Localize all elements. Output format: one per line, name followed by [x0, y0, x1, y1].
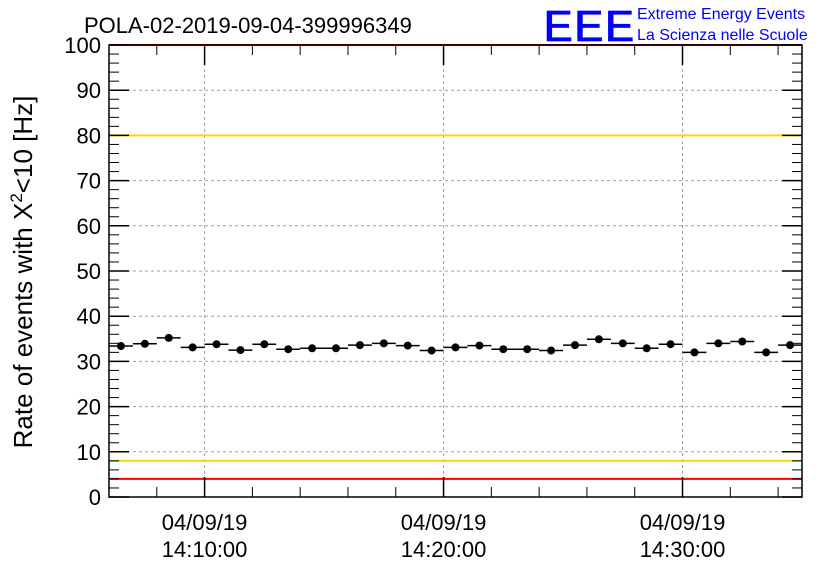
- x-tick-time: 14:10:00: [162, 537, 248, 562]
- plot-frame: [108, 44, 803, 498]
- data-point: [523, 345, 532, 354]
- data-point: [140, 339, 149, 348]
- data-point: [284, 345, 293, 354]
- y-tick-label: 40: [77, 304, 101, 329]
- data-point: [762, 348, 771, 357]
- data-point: [642, 344, 651, 353]
- data-point: [427, 346, 436, 355]
- x-tick-time: 14:20:00: [401, 537, 487, 562]
- y-tick-label: 50: [77, 259, 101, 284]
- y-tick-label: 30: [77, 349, 101, 374]
- y-axis-label-symbol: X: [8, 203, 38, 220]
- y-tick-label: 60: [77, 214, 101, 239]
- x-tick-date: 04/09/19: [162, 510, 248, 535]
- logo-line-2: La Scienza nelle Scuole: [637, 27, 808, 44]
- data-point: [355, 341, 364, 350]
- data-point: [403, 341, 412, 350]
- y-tick-label: 70: [77, 169, 101, 194]
- x-tick-date: 04/09/19: [401, 510, 487, 535]
- y-tick-label: 10: [77, 440, 101, 465]
- y-tick-label: 100: [64, 33, 101, 58]
- data-point: [594, 335, 603, 344]
- data-point: [666, 340, 675, 349]
- x-tick-time: 14:30:00: [640, 537, 726, 562]
- data-point: [499, 345, 508, 354]
- y-tick-labels: 0 10 20 30 40 50 60 70 80 90 100: [64, 33, 101, 510]
- data-point: [451, 343, 460, 352]
- data-point: [332, 344, 341, 353]
- data-points: [109, 333, 802, 357]
- data-point: [570, 341, 579, 350]
- y-axis-label: Rate of events with X2<10 [Hz]: [7, 96, 38, 449]
- data-point: [714, 339, 723, 348]
- axis-ticks: [108, 44, 802, 498]
- y-axis-label-superscript: 2: [7, 193, 26, 202]
- data-point: [236, 346, 245, 355]
- data-point: [547, 346, 556, 355]
- data-point: [618, 339, 627, 348]
- x-tick-date: 04/09/19: [640, 510, 726, 535]
- data-point: [379, 339, 388, 348]
- logo-mark: EEE: [543, 0, 635, 52]
- eee-logo: EEE Extreme Energy Events La Scienza nel…: [542, 0, 808, 53]
- logo-line-1: Extreme Energy Events: [637, 6, 805, 23]
- data-point: [188, 343, 197, 352]
- y-tick-label: 0: [89, 485, 101, 510]
- grid: [109, 45, 802, 497]
- y-tick-label: 80: [77, 123, 101, 148]
- data-point: [690, 348, 699, 357]
- data-point: [738, 337, 747, 346]
- x-tick-labels: 04/09/1914:10:0004/09/1914:20:0004/09/19…: [162, 510, 726, 562]
- y-axis-label-before: Rate of events with: [8, 220, 38, 448]
- y-tick-label: 90: [77, 78, 101, 103]
- y-tick-label: 20: [77, 395, 101, 420]
- data-point: [116, 342, 125, 351]
- data-point: [212, 340, 221, 349]
- data-point: [475, 341, 484, 350]
- data-point: [786, 341, 795, 350]
- y-axis-label-after: <10 [Hz]: [8, 96, 38, 194]
- data-point: [164, 333, 173, 342]
- chart-title: POLA-02-2019-09-04-399996349: [84, 13, 412, 38]
- data-point: [308, 344, 317, 353]
- data-point: [260, 340, 269, 349]
